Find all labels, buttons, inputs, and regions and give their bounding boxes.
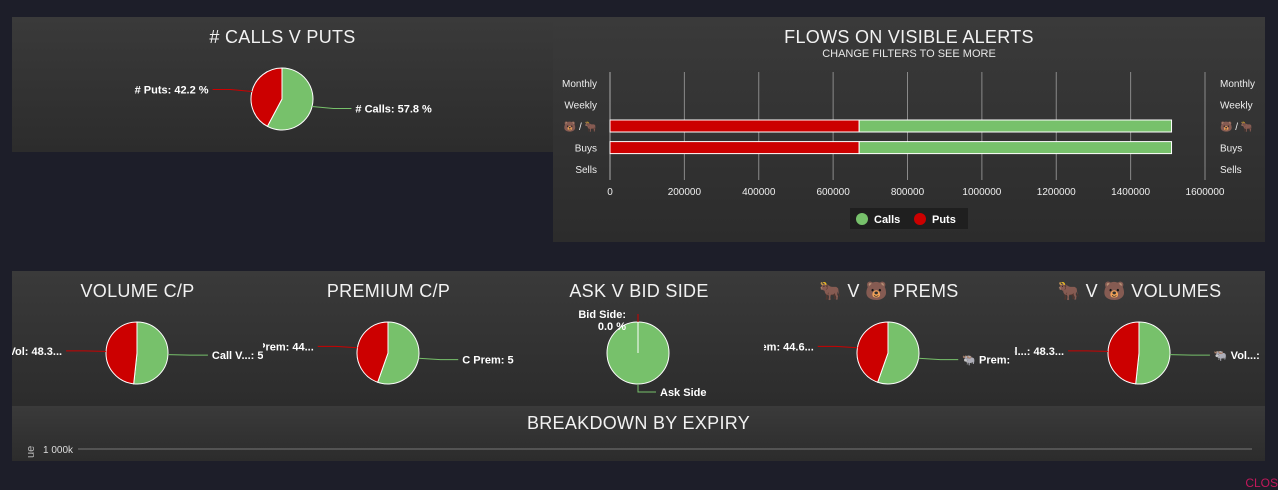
bear-icon: 🐻 [865,281,888,301]
pie-label-connector [212,89,252,92]
flows-bar-calls[interactable] [858,141,1173,155]
prems-title: 🐂 V 🐻 PREMS [764,281,1014,302]
pie-label: 🐃 Vol...: [1214,350,1260,362]
pie-slice[interactable] [1107,321,1140,385]
expiry-panel: BREAKDOWN BY EXPIRY 1 000k ue [12,406,1265,461]
bull-icon: 🐂 [1057,281,1081,301]
flows-chart: 0 200000 400000 600000 800000 1000000 1200000 1… [562,72,1255,229]
volumes-title-label: VOLUMES [1131,281,1222,301]
pie-label-connector [317,345,358,349]
pie-label: 🐃 Prem: [962,355,1010,367]
expiry-y-axis-label: ue [25,446,37,458]
pie-label: # Calls: 57.8 % [355,103,432,115]
ask-bid-panel: ASK V BID SIDE Ask Side Bid Side: 0.0 % [514,271,764,406]
flows-x-tick: 1400000 [1111,187,1150,198]
flows-category-label: Monthly [562,79,597,90]
flows-x-tick: 1200000 [1037,187,1076,198]
pie-label: C Prem: 5 [462,355,513,367]
pie-label: Ask Side [660,387,706,399]
bear-icon: 🐻 [1103,281,1126,301]
flows-bar-puts[interactable] [609,141,860,155]
close-button[interactable]: CLOS [1245,476,1278,490]
flows-legend-box [850,208,968,229]
volume-panel: VOLUME C/P Call V...: 5 Put Vol: 48.3... [12,271,263,406]
expiry-title: BREAKDOWN BY EXPIRY [526,413,751,433]
ask-bid-title: ASK V BID SIDE [569,281,709,301]
volumes-title-v: V [1085,281,1098,301]
pie-label: 🐼 Vol...: 48.3... [1014,345,1064,358]
expiry-y-tick: 1 000k [43,445,74,456]
flows-subtitle: CHANGE FILTERS TO SEE MORE [822,48,996,60]
calls-puts-title: # CALLS V PUTS [209,27,356,47]
flows-right-label: Sells [1220,165,1242,176]
volume-chart: Call V...: 5 Put Vol: 48.3... [12,321,263,385]
prems-chart: 🐃 Prem: 🐼 Prem: 44.6... [764,321,1010,385]
expiry-chart: 1 000k ue [25,445,1252,458]
pie-label-connector [637,384,656,393]
flows-category-label: Sells [575,165,597,176]
flows-legend-swatch [914,213,926,225]
calls-puts-panel: # CALLS V PUTS # Calls: 57.8 % # Puts: 42… [12,17,553,152]
premium-chart: C Prem: 5 P Prem: 44... [263,321,514,385]
flows-right-label: Weekly [1220,100,1253,111]
pie-label-connector [918,357,959,361]
pie-label-connector [817,345,858,349]
flows-legend-swatch [856,213,868,225]
flows-x-tick: 200000 [668,187,702,198]
pie-label: Call V...: 5 [212,350,263,362]
premium-title: PREMIUM C/P [326,281,451,301]
pie-label: Put Vol: 48.3... [12,346,62,358]
flows-right-label: Monthly [1220,79,1255,90]
flows-title: FLOWS ON VISIBLE ALERTS [784,27,1034,47]
flows-x-tick: 600000 [816,187,850,198]
flows-x-tick: 1000000 [962,187,1001,198]
pie-slice[interactable] [133,321,169,385]
flows-category-label: 🐻 / 🐂 [564,120,597,133]
pie-label: Bid Side: [578,309,626,321]
flows-legend-item[interactable]: Puts [932,214,956,226]
flows-x-tick: 800000 [891,187,925,198]
volumes-panel: 🐂 V 🐻 VOLUMES 🐃 Vol...: 🐼 Vol...: 48.3... [1014,271,1265,406]
flows-legend-item[interactable]: Calls [874,214,900,226]
flows-right-label: 🐻 / 🐂 [1220,120,1253,133]
volumes-title: 🐂 V 🐻 VOLUMES [1014,281,1265,302]
flows-x-tick: 400000 [742,187,776,198]
volumes-chart: 🐃 Vol...: 🐼 Vol...: 48.3... [1014,321,1260,385]
calls-puts-chart: # Calls: 57.8 % # Puts: 42.2 % [135,67,432,131]
flows-right-label: Buys [1220,144,1242,155]
volume-title: VOLUME C/P [80,281,195,301]
flows-bar-puts[interactable] [609,119,860,133]
pie-slice[interactable] [266,67,314,131]
pie-label: 0.0 % [598,321,626,333]
flows-category-label: Weekly [564,100,597,111]
ask-bid-chart: Ask Side Bid Side:0.0 % [578,309,706,399]
flows-panel: FLOWS ON VISIBLE ALERTS CHANGE FILTERS T… [553,17,1265,242]
flows-x-tick: 1600000 [1186,187,1225,198]
prems-title-v: V [847,281,860,301]
pie-label-connector [418,357,459,361]
pie-slice[interactable] [356,321,389,383]
bull-icon: 🐂 [819,281,843,301]
pie-label: 🐼 Prem: 44.6... [764,340,814,353]
flows-category-label: Buys [575,144,597,155]
pie-label-connector [312,106,352,109]
prems-panel: 🐂 V 🐻 PREMS 🐃 Prem: 🐼 Prem: 44.6... [764,271,1014,406]
pie-label: P Prem: 44... [263,341,314,353]
flows-bar-calls[interactable] [858,119,1173,133]
pie-slice[interactable] [105,321,138,385]
pie-slice[interactable] [1135,321,1171,385]
premium-panel: PREMIUM C/P C Prem: 5 P Prem: 44... [263,271,514,406]
pie-slice[interactable] [856,321,889,383]
prems-title-label: PREMS [893,281,959,301]
pie-label: # Puts: 42.2 % [135,85,209,97]
flows-x-tick: 0 [607,187,613,198]
